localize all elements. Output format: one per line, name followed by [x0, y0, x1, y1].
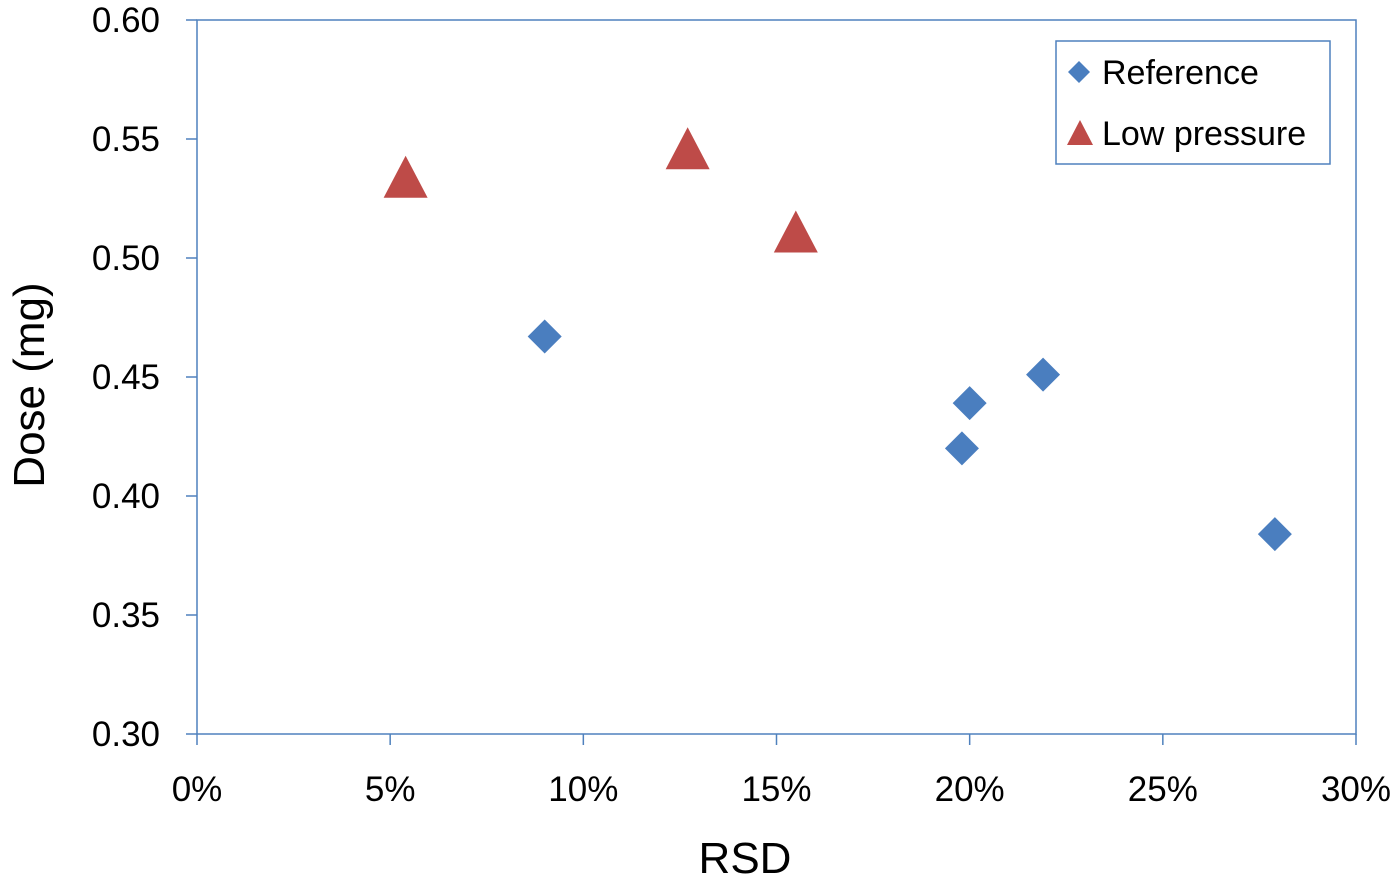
y-tick-label: 0.30: [92, 715, 160, 754]
legend-low-pressure-marker: [1067, 120, 1093, 145]
reference-point: [944, 431, 979, 466]
x-axis-title: RSD: [699, 834, 792, 882]
low-pressure-point: [665, 127, 710, 170]
y-tick-label: 0.40: [92, 477, 160, 516]
y-axis-title: Dose (mg): [5, 282, 54, 487]
x-axis-ticks: 0% 5% 10% 15% 20% 25% 30%: [172, 734, 1391, 809]
legend-reference-label: Reference: [1102, 54, 1259, 92]
reference-point: [1026, 357, 1061, 392]
x-tick-label: 5%: [365, 770, 416, 809]
legend-reference-marker: [1068, 61, 1090, 83]
y-tick-label: 0.60: [92, 1, 160, 40]
legend-box: [1055, 40, 1331, 165]
x-tick-label: 10%: [548, 770, 618, 809]
x-tick-label: 30%: [1321, 770, 1391, 809]
x-tick-label: 20%: [935, 770, 1005, 809]
y-tick-label: 0.50: [92, 239, 160, 278]
x-tick-label: 0%: [172, 770, 223, 809]
reference-point: [952, 386, 987, 421]
x-tick-label: 25%: [1128, 770, 1198, 809]
y-tick-label: 0.45: [92, 358, 160, 397]
low-pressure-point: [383, 155, 428, 198]
reference-point: [527, 319, 562, 354]
y-tick-label: 0.55: [92, 120, 160, 159]
legend: Reference Low pressure: [1055, 40, 1331, 165]
reference-point: [1257, 517, 1292, 552]
data-points: [383, 127, 1292, 552]
legend-low-pressure-label: Low pressure: [1102, 115, 1306, 153]
x-tick-label: 15%: [741, 770, 811, 809]
y-tick-label: 0.35: [92, 596, 160, 635]
low-pressure-point: [773, 210, 818, 253]
y-axis-ticks: 0.30 0.35 0.40 0.45 0.50 0.55 0.60: [92, 1, 197, 754]
